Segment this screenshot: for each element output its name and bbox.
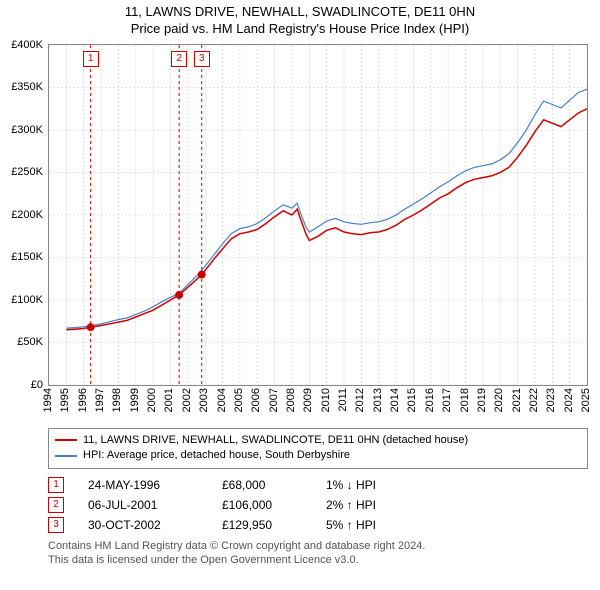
sales-diff: 1% ↓ HPI [326, 478, 416, 492]
x-tick-label: 2011 [337, 388, 349, 412]
x-tick-label: 2012 [354, 388, 366, 412]
x-tick-label: 2001 [163, 388, 175, 412]
x-tick-label: 1995 [59, 388, 71, 412]
x-tick-label: 2022 [528, 388, 540, 412]
y-tick-label: £150K [11, 251, 43, 263]
x-tick-label: 2013 [372, 388, 384, 412]
sales-marker: 3 [48, 517, 64, 533]
attribution: Contains HM Land Registry data © Crown c… [48, 539, 588, 568]
sales-price: £106,000 [222, 498, 302, 512]
x-tick-label: 2006 [250, 388, 262, 412]
x-tick-label: 1997 [94, 388, 106, 412]
y-tick-label: £400K [11, 39, 43, 51]
legend-swatch [55, 455, 77, 457]
x-tick-label: 2018 [459, 388, 471, 412]
x-tick-label: 2008 [285, 388, 297, 412]
legend-row: 11, LAWNS DRIVE, NEWHALL, SWADLINCOTE, D… [55, 433, 581, 448]
sales-marker: 2 [48, 497, 64, 513]
x-tick-label: 2000 [146, 388, 158, 412]
plot-svg [49, 45, 587, 385]
y-tick-label: £50K [17, 336, 43, 348]
sales-price: £129,950 [222, 518, 302, 532]
x-tick-label: 2004 [216, 388, 228, 412]
legend-swatch [55, 439, 77, 441]
x-tick-label: 2015 [406, 388, 418, 412]
y-axis: £0£50K£100K£150K£200K£250K£300K£350K£400… [1, 45, 45, 385]
sales-diff: 5% ↑ HPI [326, 518, 416, 532]
sales-row: 1 24-MAY-1996 £68,000 1% ↓ HPI [48, 475, 588, 495]
sales-table: 1 24-MAY-1996 £68,000 1% ↓ HPI 2 06-JUL-2001 £… [48, 475, 588, 535]
x-tick-label: 1999 [129, 388, 141, 412]
x-tick-label: 2024 [563, 388, 575, 412]
title-line-1: 11, LAWNS DRIVE, NEWHALL, SWADLINCOTE, D… [0, 4, 600, 21]
sales-row: 3 30-OCT-2002 £129,950 5% ↑ HPI [48, 515, 588, 535]
y-tick-label: £300K [11, 124, 43, 136]
legend-label: HPI: Average price, detached house, Sout… [83, 448, 350, 463]
x-tick-label: 1996 [77, 388, 89, 412]
legend: 11, LAWNS DRIVE, NEWHALL, SWADLINCOTE, D… [48, 428, 588, 469]
legend-label: 11, LAWNS DRIVE, NEWHALL, SWADLINCOTE, D… [83, 433, 468, 448]
x-tick-label: 1998 [111, 388, 123, 412]
event-marker: 3 [194, 51, 210, 67]
x-tick-label: 2007 [268, 388, 280, 412]
plot-region: £0£50K£100K£150K£200K£250K£300K£350K£400… [48, 44, 588, 386]
attribution-line-1: Contains HM Land Registry data © Crown c… [48, 539, 588, 553]
x-tick-label: 2014 [389, 388, 401, 412]
title-block: 11, LAWNS DRIVE, NEWHALL, SWADLINCOTE, D… [0, 0, 600, 38]
sales-date: 24-MAY-1996 [88, 478, 198, 492]
x-tick-label: 2009 [302, 388, 314, 412]
sales-date: 06-JUL-2001 [88, 498, 198, 512]
y-tick-label: £350K [11, 81, 43, 93]
legend-row: HPI: Average price, detached house, Sout… [55, 448, 581, 463]
event-marker: 1 [83, 51, 99, 67]
x-tick-label: 2017 [441, 388, 453, 412]
x-tick-label: 1994 [42, 388, 54, 412]
x-tick-label: 2003 [198, 388, 210, 412]
x-tick-label: 2010 [320, 388, 332, 412]
x-tick-label: 2016 [424, 388, 436, 412]
x-tick-label: 2023 [545, 388, 557, 412]
sales-price: £68,000 [222, 478, 302, 492]
sales-marker: 1 [48, 477, 64, 493]
x-tick-label: 2002 [181, 388, 193, 412]
event-marker: 2 [171, 51, 187, 67]
x-tick-label: 2019 [476, 388, 488, 412]
x-tick-label: 2021 [511, 388, 523, 412]
sales-diff: 2% ↑ HPI [326, 498, 416, 512]
y-tick-label: £100K [11, 294, 43, 306]
attribution-line-2: This data is licensed under the Open Gov… [48, 553, 588, 567]
x-tick-label: 2020 [493, 388, 505, 412]
x-tick-label: 2005 [233, 388, 245, 412]
y-tick-label: £250K [11, 166, 43, 178]
y-tick-label: £200K [11, 209, 43, 221]
x-axis: 1994199519961997199819992000200120022003… [48, 386, 588, 422]
sales-date: 30-OCT-2002 [88, 518, 198, 532]
x-tick-label: 2025 [580, 388, 592, 412]
chart-container: 11, LAWNS DRIVE, NEWHALL, SWADLINCOTE, D… [0, 0, 600, 567]
title-line-2: Price paid vs. HM Land Registry's House … [0, 21, 600, 38]
sales-row: 2 06-JUL-2001 £106,000 2% ↑ HPI [48, 495, 588, 515]
